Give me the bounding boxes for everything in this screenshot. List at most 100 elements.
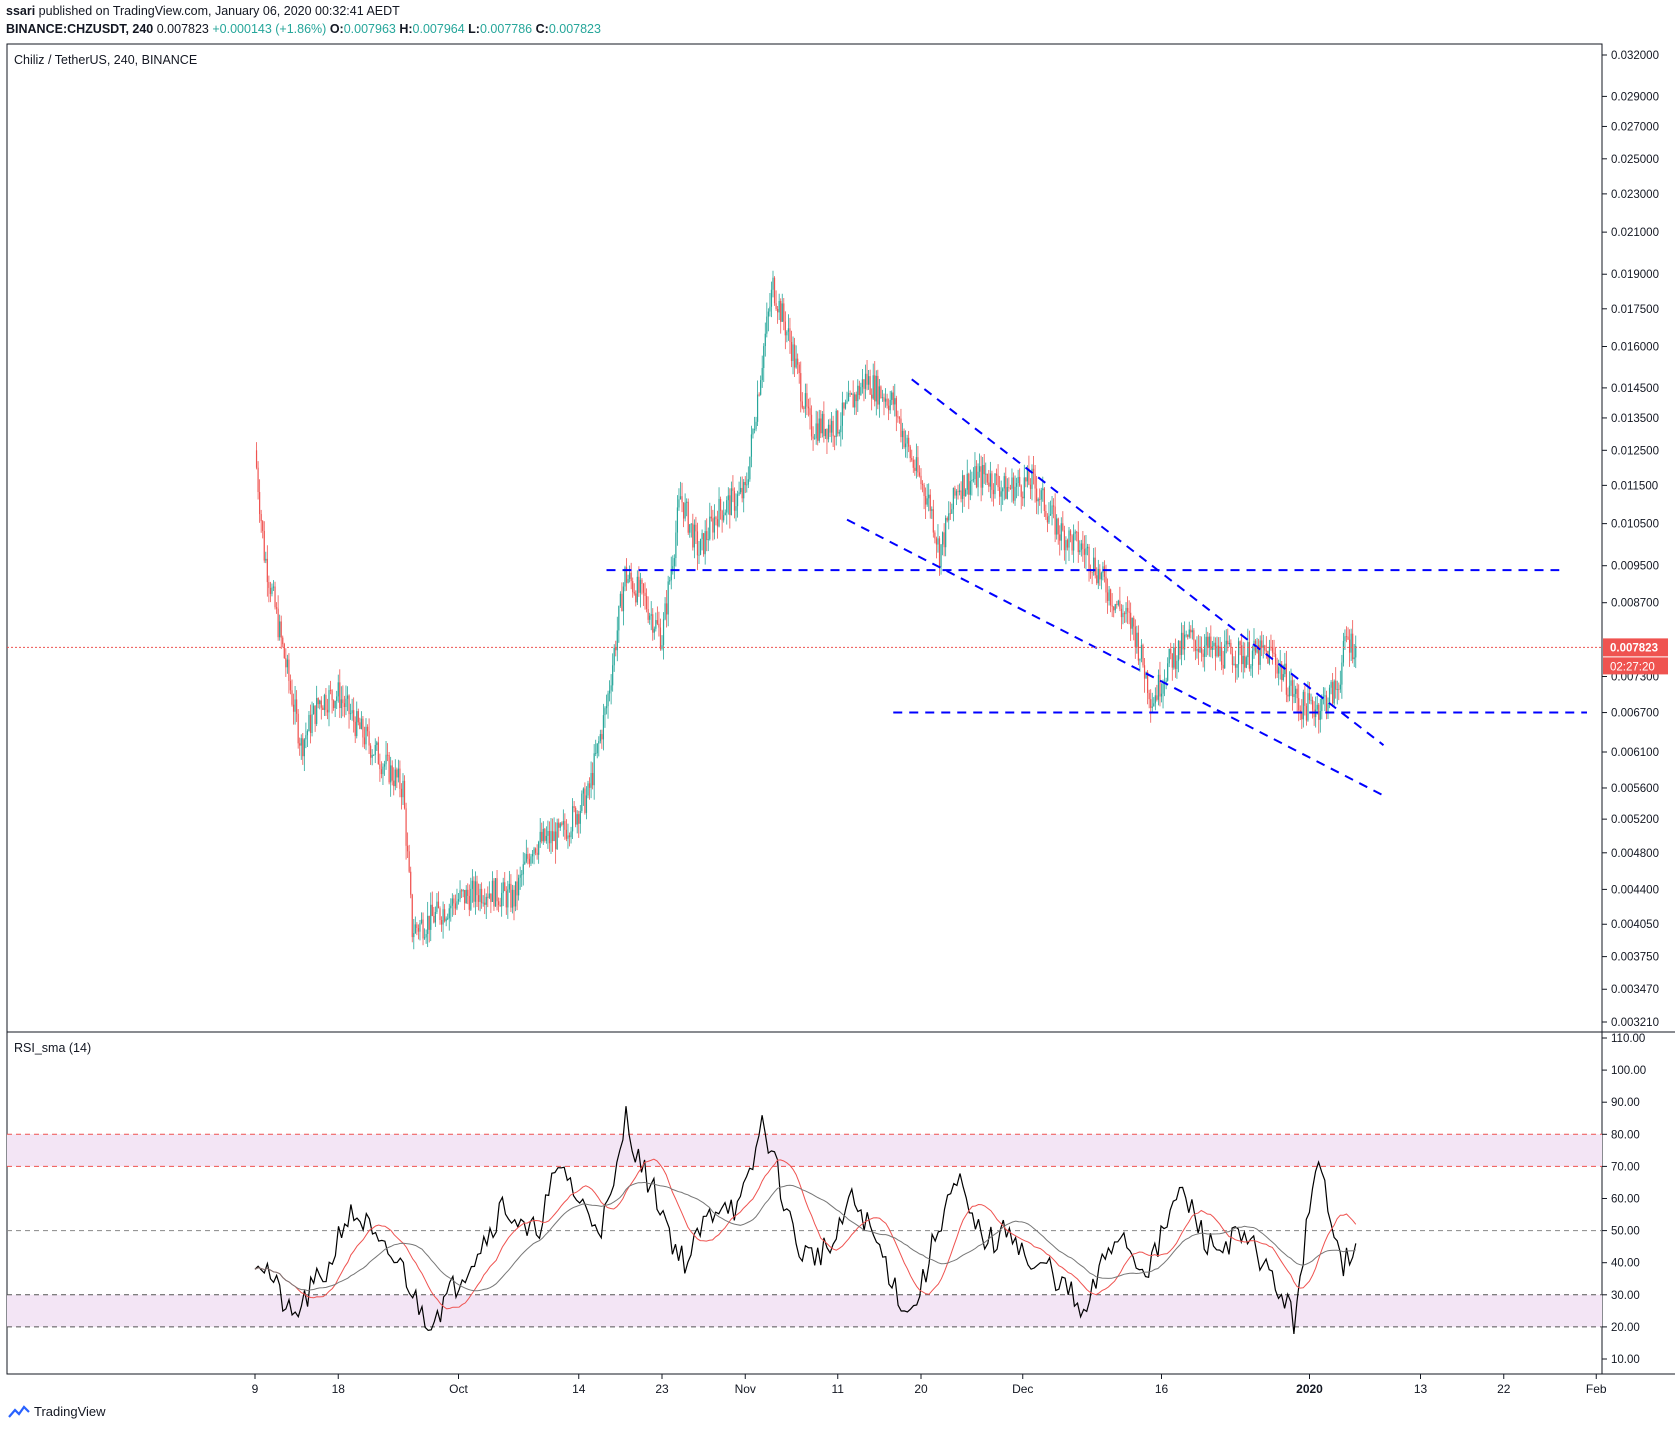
candle-body — [1348, 639, 1351, 653]
candle-body — [588, 783, 591, 788]
candle-body — [1042, 488, 1044, 491]
candle-body — [1019, 476, 1021, 486]
candle-body — [1043, 488, 1045, 512]
candle-body — [1130, 612, 1132, 629]
candle-body — [863, 379, 865, 389]
candle-body — [485, 896, 487, 905]
rsi-tick-label: 90.00 — [1611, 1097, 1640, 1109]
candle-body — [920, 475, 922, 485]
candle-body — [1265, 650, 1267, 652]
candle-body — [1293, 693, 1295, 697]
candle-body — [932, 509, 934, 533]
candle-body — [558, 822, 560, 828]
candle-body — [598, 741, 600, 744]
candle-body — [749, 456, 751, 480]
candle-body — [1025, 477, 1027, 482]
candle-body — [806, 393, 808, 407]
candle-body — [371, 754, 373, 758]
candle-body — [595, 753, 597, 755]
trend-drawings — [606, 378, 1587, 797]
candle-body — [465, 889, 467, 904]
candle-body — [918, 472, 921, 476]
candle-body — [704, 531, 706, 555]
drawing-line[interactable] — [911, 378, 1385, 746]
countdown-label: 02:27:20 — [1610, 661, 1655, 673]
candle-body — [309, 714, 312, 733]
candle-body — [773, 277, 776, 304]
candle-body — [760, 380, 762, 395]
candle-body — [496, 878, 498, 902]
candle-body — [1116, 604, 1118, 605]
candle-body — [1034, 473, 1036, 489]
candle-body — [952, 487, 954, 510]
candle-body — [719, 498, 722, 511]
candle-body — [457, 899, 460, 902]
candle-body — [357, 711, 359, 723]
candle-body — [505, 890, 507, 908]
candle-body — [521, 874, 523, 876]
candle-body — [291, 690, 293, 705]
candle-body — [721, 510, 723, 521]
candle-body — [675, 532, 677, 559]
candle-body — [604, 708, 606, 716]
candle-body — [965, 489, 967, 497]
candle-body — [783, 303, 785, 322]
rsi-tick-label: 20.00 — [1611, 1322, 1640, 1334]
candle-body — [951, 509, 953, 514]
candle-body — [1285, 663, 1287, 695]
candle-body — [555, 831, 557, 850]
rsi-tick-label: 30.00 — [1611, 1290, 1640, 1302]
candle-body — [428, 915, 430, 930]
high-value: 0.007964 — [412, 22, 465, 36]
candle-body — [584, 788, 586, 813]
candle-body — [343, 703, 346, 708]
candle-body — [285, 658, 287, 668]
candle-body — [830, 420, 833, 433]
candle-body — [763, 346, 765, 369]
candle-body — [440, 919, 443, 925]
candle-body — [402, 780, 404, 798]
price-tick-label: 0.006700 — [1611, 708, 1659, 720]
candle-body — [442, 909, 444, 925]
pane-title: Chiliz / TetherUS, 240, BINANCE — [14, 53, 197, 67]
candle-body — [946, 517, 948, 521]
candle-body — [462, 889, 464, 892]
candle-body — [667, 581, 669, 615]
candle-body — [1282, 674, 1284, 681]
candle-body — [1224, 644, 1226, 669]
candle-body — [679, 496, 682, 500]
open-label: O: — [329, 22, 344, 36]
candle-body — [334, 700, 336, 709]
publisher-name[interactable]: ssari — [6, 4, 36, 18]
candle-body — [1221, 646, 1223, 665]
candle-body — [260, 514, 262, 522]
candle-body — [852, 393, 854, 408]
candle-body — [877, 375, 879, 405]
tradingview-logo-icon — [8, 1404, 30, 1418]
candle-body — [715, 517, 717, 520]
price-tick-label: 0.004400 — [1611, 884, 1659, 896]
candle-body — [1295, 688, 1297, 694]
tradingview-logo[interactable]: TradingView — [8, 1404, 106, 1419]
candle-body — [391, 765, 393, 781]
candle-body — [925, 495, 927, 505]
candle-body — [988, 482, 990, 487]
candle-body — [820, 418, 822, 434]
candle-body — [857, 385, 859, 402]
candle-body — [693, 524, 695, 548]
candle-body — [1310, 699, 1312, 701]
rsi-title: RSI_sma (14) — [14, 1041, 91, 1055]
candle-body — [895, 398, 897, 417]
candle-body — [491, 880, 494, 902]
candle-body — [1239, 641, 1241, 646]
candle-body — [736, 494, 739, 507]
candle-body — [1126, 607, 1129, 612]
candle-body — [377, 742, 379, 765]
drawing-line[interactable] — [846, 518, 1384, 797]
candle-body — [906, 437, 908, 444]
candle-body — [319, 700, 321, 705]
candle-body — [1029, 484, 1032, 489]
candle-body — [662, 619, 665, 646]
candle-body — [664, 603, 666, 620]
candle-body — [376, 742, 378, 745]
